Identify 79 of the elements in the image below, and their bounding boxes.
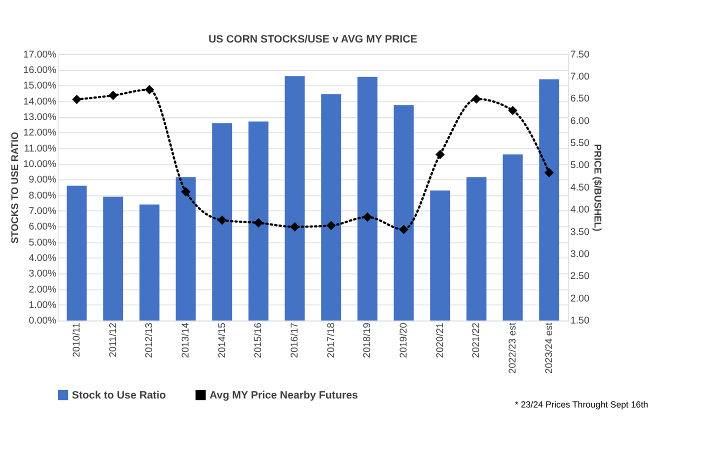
point [108,90,118,100]
bar [430,190,450,320]
x-tick-label: 2015/16 [253,322,264,358]
x-tick-label: 2019/20 [398,322,410,358]
y2-tick-label: 5.00 [570,160,590,172]
point [217,216,227,225]
y-tick-label: 17.00% [23,49,57,60]
y-tick-label: 0.00% [28,316,57,327]
legend-label: Stock to Use Ratio [72,390,166,402]
x-tick-label: 2021/22 [471,322,482,358]
y-tick-label: 2.00% [28,284,57,296]
bar [248,122,268,320]
bar [212,123,232,320]
bar [502,154,523,320]
x-tick-label: 2022/23 est [507,322,518,374]
point [144,85,154,94]
y-tick-label: 3.00% [28,268,57,280]
y-tick-label: 13.00% [23,112,57,123]
y-tick-label: 15.00% [23,80,57,92]
y2-tick-label: 3.00 [570,249,590,260]
point [254,218,264,228]
y-tick-label: 1.00% [28,300,57,311]
x-tick-label: 2017/18 [326,322,337,358]
bar [394,105,414,320]
y-tick-label: 4.00% [28,252,57,264]
y-axis-title: STOCKS TO USE RATIO [10,132,21,244]
text: * 23/24 Prices Throught Sept 16th [514,399,648,410]
chart-title: US CORN STOCKS/USE v AVG MY PRICE [208,34,418,46]
y-tick-label: 7.00% [28,206,57,217]
y2-tick-label: 2.50 [570,271,590,282]
y2-tick-label: 7.50 [570,49,590,60]
y-tick-label: 9.00% [28,174,57,186]
point [362,212,372,222]
point [544,168,554,178]
y2-tick-label: 5.50 [570,138,590,150]
point [326,220,336,230]
bar [139,204,160,320]
x-tick-label: 2011/12 [108,322,119,358]
x-tick-label: 2023/24 est [544,322,555,374]
point [181,187,190,196]
bar [539,79,560,320]
point [472,94,482,104]
y2-tick-label: 3.50 [570,226,590,238]
y2-tick-label: 2.00 [570,293,590,304]
y-tick-label: 12.00% [23,128,57,139]
point [72,94,82,104]
x-tick-label: 2013/14 [180,322,192,358]
x-tick-label: 2012/13 [144,322,156,358]
y-tick-label: 6.00% [28,222,57,233]
x-tick-label: 2016/17 [289,322,300,358]
bar [466,177,486,320]
y2-tick-label: 6.00 [570,116,590,127]
x-tick-label: 2018/19 [362,322,374,358]
y-tick-label: 10.00% [23,158,57,170]
y2-tick-label: 4.50 [570,182,590,194]
y-tick-label: 14.00% [23,96,57,108]
y2-tick-label: 1.50 [570,316,590,327]
point [290,222,300,232]
bar [176,177,196,320]
y-tick-label: 8.00% [28,190,57,202]
y2-tick-label: 6.50 [570,94,590,105]
y2-axis-title: PRICE ($/BUSHEL) [592,144,603,232]
legend-label: Avg MY Price Nearby Futures [210,390,358,402]
x-tick-label: 2014/15 [216,322,228,358]
bar [66,186,87,320]
bar [357,76,378,320]
point [508,106,518,116]
y2-tick-label: 7.00 [570,71,590,82]
x-tick-label: 2010/11 [71,322,82,358]
x-tick-label: 2020/21 [434,322,446,358]
y2-tick-label: 4.00 [570,204,590,216]
y-tick-label: 11.00% [24,143,57,154]
point [435,150,445,160]
bar [321,94,342,320]
bar [103,196,124,320]
y-tick-label: 16.00% [23,64,57,76]
y-tick-label: 5.00% [28,237,57,248]
bar [284,76,305,320]
point [399,224,408,234]
